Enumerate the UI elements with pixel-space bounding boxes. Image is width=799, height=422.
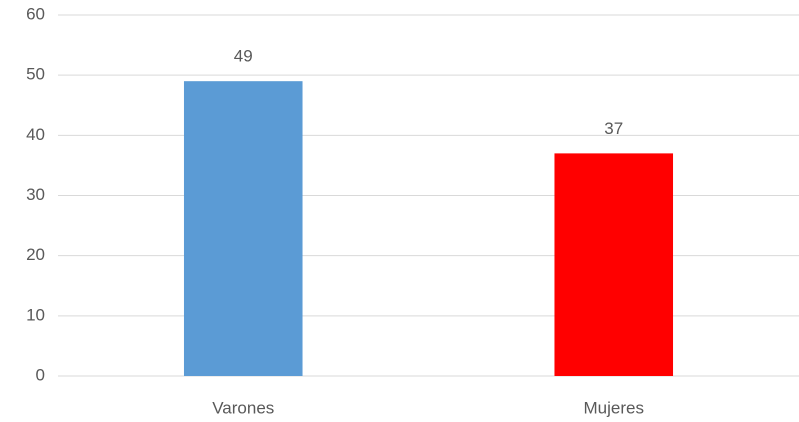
- y-tick-label: 50: [26, 65, 45, 84]
- y-tick-label: 30: [26, 185, 45, 204]
- x-tick-label: Mujeres: [584, 398, 644, 417]
- y-tick-label: 20: [26, 245, 45, 264]
- y-tick-label: 0: [36, 365, 45, 384]
- data-label: 37: [604, 119, 623, 138]
- y-tick-label: 60: [26, 4, 45, 23]
- bar: [183, 81, 303, 376]
- y-tick-label: 10: [26, 305, 45, 324]
- data-label: 49: [234, 47, 253, 66]
- bar: [554, 153, 674, 376]
- x-tick-label: Varones: [212, 398, 274, 417]
- y-tick-label: 40: [26, 125, 45, 144]
